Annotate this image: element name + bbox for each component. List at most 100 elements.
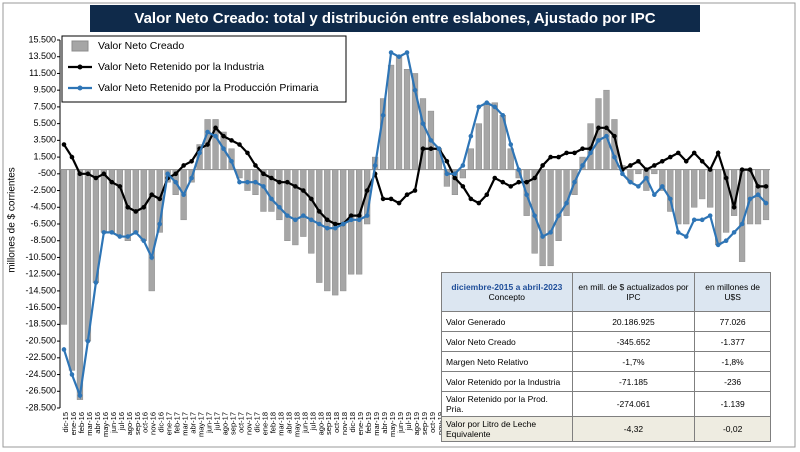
table-label: Valor Neto Creado <box>441 331 573 352</box>
bar <box>491 102 498 170</box>
table-value: -236 <box>694 371 771 392</box>
bar <box>284 169 291 241</box>
x-tick-label: ene-17 <box>165 412 174 435</box>
x-tick-label: dic-15 <box>61 412 70 432</box>
point <box>109 230 115 235</box>
point <box>715 150 721 156</box>
point <box>540 163 545 168</box>
point <box>133 209 139 214</box>
x-tick-label: abr-19 <box>380 412 389 434</box>
table-row: Valor Generado 20.186.925 77.026 <box>441 311 771 332</box>
bar <box>675 169 682 225</box>
point <box>189 158 194 164</box>
point <box>572 179 577 185</box>
point <box>324 225 330 231</box>
point <box>699 217 705 223</box>
point <box>380 196 386 202</box>
bar <box>667 169 674 212</box>
point <box>412 87 418 93</box>
point <box>452 175 458 181</box>
point <box>253 163 258 168</box>
point <box>636 158 641 164</box>
y-tick-label: 9.500 <box>33 85 56 95</box>
header-period: diciembre-2015 a abril-2023 <box>451 282 563 292</box>
point <box>628 179 633 185</box>
point <box>612 154 617 160</box>
point <box>707 213 713 218</box>
x-tick-label: may-16 <box>101 412 110 437</box>
point <box>189 175 194 181</box>
point <box>221 146 226 152</box>
x-tick-label: jun-16 <box>109 412 118 434</box>
point <box>468 196 474 202</box>
point <box>444 158 450 164</box>
bar <box>762 169 770 221</box>
table-row: Valor por Litro de Leche Equivalente -4,3… <box>441 416 771 442</box>
y-tick-label: -18.500 <box>25 319 56 329</box>
point <box>404 50 410 55</box>
x-tick-label: nov-19 <box>436 412 445 435</box>
x-tick-label: feb-17 <box>173 412 182 433</box>
point <box>699 158 705 164</box>
point <box>117 184 123 189</box>
point <box>516 167 522 172</box>
bar <box>116 169 123 237</box>
point <box>85 171 91 177</box>
point <box>316 209 322 214</box>
point <box>388 50 394 55</box>
point <box>61 142 67 147</box>
y-tick-label: -10.500 <box>25 252 56 262</box>
point <box>396 54 402 60</box>
point <box>492 104 498 110</box>
y-tick-label: -20.500 <box>25 335 56 345</box>
bar <box>292 169 299 246</box>
point <box>532 175 537 181</box>
point <box>356 213 362 218</box>
point <box>308 196 314 202</box>
table-value: -274.061 <box>571 391 696 417</box>
x-tick-label: ene-18 <box>260 412 269 435</box>
point <box>739 221 745 227</box>
table-label: Valor Retenido por la Industria <box>441 371 573 392</box>
bar <box>84 169 92 342</box>
point <box>476 200 482 206</box>
point <box>77 393 83 398</box>
x-tick-label: may-19 <box>388 412 397 437</box>
x-tick-label: jul-16 <box>117 412 126 431</box>
bar <box>531 169 538 254</box>
point <box>269 196 274 202</box>
x-tick-label: ago-17 <box>221 412 230 435</box>
bar <box>683 169 690 225</box>
point <box>348 213 354 218</box>
y-tick-label: -2.500 <box>30 185 56 195</box>
legend-box <box>61 35 347 103</box>
x-tick-label: nov-16 <box>149 412 158 435</box>
point <box>93 175 99 181</box>
bar <box>635 169 642 175</box>
x-tick-label: feb-19 <box>364 412 373 433</box>
point <box>213 133 218 139</box>
x-tick-label: ago-16 <box>125 412 134 435</box>
y-tick-label: 5.500 <box>33 118 56 128</box>
x-tick-label: jul-18 <box>308 412 317 431</box>
point <box>213 125 218 131</box>
point <box>604 125 609 131</box>
point <box>739 167 745 172</box>
x-tick-label: dic-16 <box>157 412 166 432</box>
y-tick-label: -14.500 <box>25 285 56 295</box>
bar <box>419 98 427 170</box>
point <box>173 171 178 177</box>
point <box>620 171 625 177</box>
point <box>404 192 410 198</box>
point <box>181 163 186 168</box>
point <box>460 163 466 168</box>
header-ars: en mill. de $ actualizados por IPC <box>571 272 696 312</box>
point <box>763 184 769 189</box>
point <box>293 184 298 189</box>
point <box>277 179 282 185</box>
point <box>636 184 641 189</box>
summary-table: diciembre-2015 a abril-2023 Concepto en m… <box>441 272 771 442</box>
bar <box>403 69 411 170</box>
point <box>524 192 529 198</box>
